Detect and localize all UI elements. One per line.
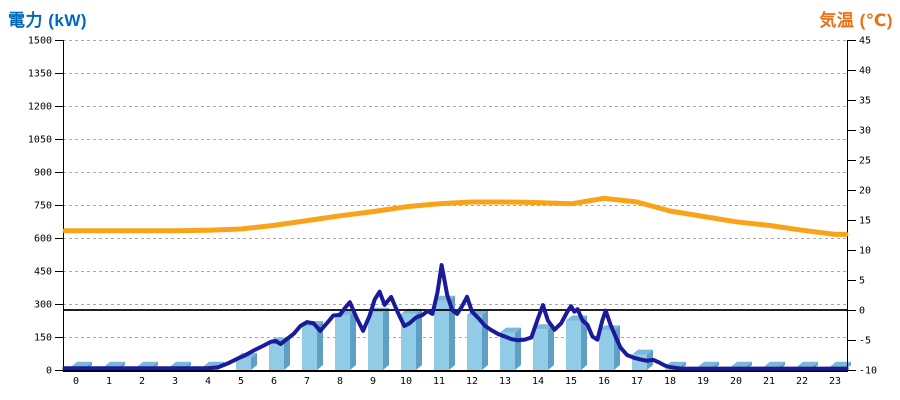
x-axis-tick-label: 3 <box>172 376 178 387</box>
x-axis-tick-label: 20 <box>730 376 742 387</box>
bar-top <box>731 361 752 367</box>
bar-top <box>71 361 92 367</box>
bar <box>533 329 548 370</box>
bar <box>335 315 350 370</box>
right-axis-tick-label: -10 <box>859 366 877 377</box>
x-axis-tick-label: 19 <box>697 376 709 387</box>
x-axis-tick-label: 23 <box>829 376 841 387</box>
x-axis-tick-label: 6 <box>271 376 277 387</box>
right-axis-tick-label: 25 <box>859 156 871 167</box>
bar <box>236 357 251 370</box>
x-axis-tick-label: 9 <box>370 376 376 387</box>
right-axis-tick-label: 5 <box>859 276 865 287</box>
x-axis-tick-label: 21 <box>763 376 775 387</box>
bar-top <box>632 349 653 355</box>
bar <box>500 332 515 370</box>
bar-top <box>533 324 554 330</box>
left-axis-tick-label: 300 <box>34 300 52 311</box>
bar-side <box>383 307 389 370</box>
right-axis-tick-label: 40 <box>859 66 871 77</box>
bar <box>302 326 317 370</box>
bar <box>434 300 449 370</box>
left-axis-tick-label: 1350 <box>28 69 52 80</box>
bar <box>467 315 482 370</box>
x-axis-tick-label: 10 <box>400 376 412 387</box>
left-axis-tick-label: 900 <box>34 168 52 179</box>
bar-top <box>698 361 719 367</box>
bar <box>368 312 383 370</box>
x-axis-tick-label: 16 <box>598 376 610 387</box>
left-axis-tick-label: 1500 <box>28 36 52 47</box>
bar-side <box>482 310 488 370</box>
x-axis-tick-label: 13 <box>499 376 511 387</box>
bar-top <box>137 361 158 367</box>
x-axis-tick-label: 14 <box>532 376 544 387</box>
x-axis-tick-label: 17 <box>631 376 643 387</box>
left-axis-tick-label: 1200 <box>28 102 52 113</box>
x-axis-tick-label: 11 <box>433 376 445 387</box>
x-axis-tick-label: 2 <box>139 376 145 387</box>
bar-top <box>830 361 851 367</box>
bar-top <box>170 361 191 367</box>
right-axis-tick-label: 45 <box>859 36 871 47</box>
left-axis-tick-label: 1050 <box>28 135 52 146</box>
right-axis-tick-label: 10 <box>859 246 871 257</box>
bar-side <box>284 337 290 370</box>
x-axis-tick-label: 15 <box>565 376 577 387</box>
right-axis-tick-label: 20 <box>859 186 871 197</box>
bar <box>269 342 284 370</box>
bar-side <box>350 310 356 370</box>
left-axis-tick-label: 750 <box>34 201 52 212</box>
left-axis-tick-label: 450 <box>34 267 52 278</box>
right-axis-title: 気温 (℃) <box>819 11 893 30</box>
x-axis-tick-label: 8 <box>337 376 343 387</box>
bar-top <box>500 327 521 333</box>
x-axis-tick-label: 7 <box>304 376 310 387</box>
left-axis-tick-label: 150 <box>34 333 52 344</box>
bar-side <box>548 324 554 370</box>
x-axis-tick-label: 0 <box>73 376 79 387</box>
power-line <box>62 263 849 371</box>
bar-side <box>317 321 323 370</box>
temperature-line <box>62 195 849 237</box>
right-axis-tick-label: 35 <box>859 96 871 107</box>
bar-side <box>581 315 587 370</box>
bar-side <box>449 295 455 370</box>
left-axis-tick-label: 600 <box>34 234 52 245</box>
x-axis-tick-label: 5 <box>238 376 244 387</box>
bar-side <box>251 352 257 370</box>
x-axis-tick-label: 18 <box>664 376 676 387</box>
right-axis-tick-label: 30 <box>859 126 871 137</box>
bar-top <box>104 361 125 367</box>
right-axis-tick-label: 0 <box>859 306 865 317</box>
bar-top <box>764 361 785 367</box>
bar-top <box>797 361 818 367</box>
bar-top <box>599 325 620 331</box>
right-axis-tick-label: 15 <box>859 216 871 227</box>
left-axis-tick-label: 0 <box>46 366 52 377</box>
bar-side <box>416 308 422 370</box>
bar <box>566 320 581 370</box>
right-axis-tick-label: -5 <box>859 336 871 347</box>
bar-side <box>515 327 521 370</box>
x-axis-tick-label: 22 <box>796 376 808 387</box>
x-axis-tick-label: 1 <box>106 376 112 387</box>
bar <box>599 330 614 370</box>
x-axis-tick-label: 4 <box>205 376 211 387</box>
left-axis-title: 電力 (kW) <box>8 11 88 30</box>
x-axis-tick-label: 12 <box>466 376 478 387</box>
